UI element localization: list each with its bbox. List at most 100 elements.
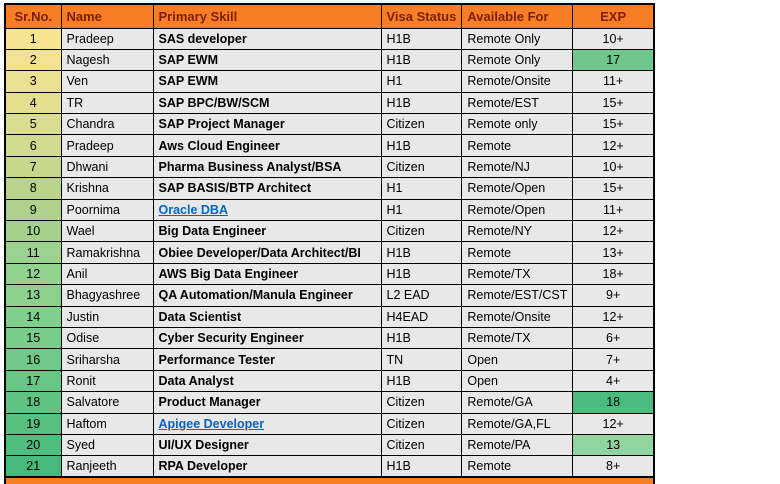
cell-avail[interactable]: Open bbox=[461, 369, 574, 393]
cell-avail[interactable]: Remote only bbox=[461, 113, 574, 136]
cell-name[interactable]: Bhagyashree bbox=[60, 284, 154, 307]
cell-visa[interactable]: H1B bbox=[380, 27, 463, 50]
cell-exp[interactable]: 13 bbox=[572, 433, 655, 457]
cell-skill[interactable]: Data Scientist bbox=[152, 305, 382, 328]
cell-avail[interactable]: Remote/GA,FL bbox=[461, 412, 574, 435]
cell-exp[interactable]: 18+ bbox=[572, 262, 655, 286]
cell-srno[interactable]: 20 bbox=[4, 433, 62, 457]
cell-exp[interactable]: 7+ bbox=[572, 348, 655, 371]
cell-skill[interactable]: UI/UX Designer bbox=[152, 433, 382, 457]
cell-name[interactable]: Haftom bbox=[60, 412, 154, 435]
cell-avail[interactable]: Remote bbox=[461, 134, 574, 157]
cell-exp[interactable]: 18 bbox=[572, 391, 655, 414]
cell-visa[interactable]: TN bbox=[380, 348, 463, 371]
cell-srno[interactable]: 19 bbox=[4, 412, 62, 435]
cell-avail[interactable]: Remote/EST/CST bbox=[461, 284, 574, 307]
cell-name[interactable]: Poornima bbox=[60, 198, 154, 222]
cell-exp[interactable]: 11+ bbox=[572, 70, 655, 93]
cell-name[interactable]: Sriharsha bbox=[60, 348, 154, 371]
cell-avail[interactable]: Remote bbox=[461, 241, 574, 264]
cell-name[interactable]: Anil bbox=[60, 262, 154, 286]
cell-skill[interactable]: SAP BPC/BW/SCM bbox=[152, 91, 382, 115]
cell-name[interactable]: Nagesh bbox=[60, 48, 154, 72]
cell-skill[interactable]: AWS Big Data Engineer bbox=[152, 262, 382, 286]
cell-exp[interactable]: 15+ bbox=[572, 91, 655, 115]
cell-visa[interactable]: H1B bbox=[380, 455, 463, 478]
cell-avail[interactable]: Remote/TX bbox=[461, 262, 574, 286]
cell-exp[interactable]: 12+ bbox=[572, 220, 655, 243]
cell-avail[interactable]: Remote/NJ bbox=[461, 155, 574, 179]
cell-exp[interactable]: 8+ bbox=[572, 455, 655, 478]
cell-name[interactable]: Syed bbox=[60, 433, 154, 457]
cell-avail[interactable]: Remote/NY bbox=[461, 220, 574, 243]
cell-srno[interactable]: 8 bbox=[4, 177, 62, 200]
cell-srno[interactable]: 7 bbox=[4, 155, 62, 179]
cell-exp[interactable]: 12+ bbox=[572, 305, 655, 328]
cell-visa[interactable]: Citizen bbox=[380, 155, 463, 179]
cell-visa[interactable]: H4EAD bbox=[380, 305, 463, 328]
cell-name[interactable]: Justin bbox=[60, 305, 154, 328]
cell-visa[interactable]: H1B bbox=[380, 134, 463, 157]
cell-name[interactable]: Krishna bbox=[60, 177, 154, 200]
column-header-avail[interactable]: Available For bbox=[461, 3, 574, 29]
cell-skill[interactable]: Data Analyst bbox=[152, 369, 382, 393]
cell-srno[interactable]: 14 bbox=[4, 305, 62, 328]
cell-srno[interactable]: 1 bbox=[4, 27, 62, 50]
cell-visa[interactable]: H1 bbox=[380, 177, 463, 200]
cell-visa[interactable]: H1B bbox=[380, 369, 463, 393]
cell-srno[interactable]: 4 bbox=[4, 91, 62, 115]
cell-name[interactable]: Odise bbox=[60, 326, 154, 350]
cell-skill[interactable]: SAP EWM bbox=[152, 48, 382, 72]
cell-visa[interactable]: H1B bbox=[380, 91, 463, 115]
cell-name[interactable]: Pradeep bbox=[60, 134, 154, 157]
cell-srno[interactable]: 21 bbox=[4, 455, 62, 478]
cell-name[interactable]: Ramakrishna bbox=[60, 241, 154, 264]
cell-name[interactable]: Ven bbox=[60, 70, 154, 93]
cell-exp[interactable]: 15+ bbox=[572, 177, 655, 200]
cell-avail[interactable]: Remote Only bbox=[461, 48, 574, 72]
cell-name[interactable]: Salvatore bbox=[60, 391, 154, 414]
cell-srno[interactable]: 3 bbox=[4, 70, 62, 93]
cell-srno[interactable]: 2 bbox=[4, 48, 62, 72]
column-header-visa[interactable]: Visa Status bbox=[380, 3, 463, 29]
cell-visa[interactable]: Citizen bbox=[380, 412, 463, 435]
cell-skill[interactable]: Performance Tester bbox=[152, 348, 382, 371]
cell-avail[interactable]: Remote/GA bbox=[461, 391, 574, 414]
cell-skill[interactable]: Product Manager bbox=[152, 391, 382, 414]
cell-name[interactable]: Pradeep bbox=[60, 27, 154, 50]
cell-srno[interactable]: 15 bbox=[4, 326, 62, 350]
cell-srno[interactable]: 5 bbox=[4, 113, 62, 136]
column-header-srno[interactable]: Sr.No. bbox=[4, 3, 62, 29]
cell-name[interactable]: Dhwani bbox=[60, 155, 154, 179]
cell-srno[interactable]: 9 bbox=[4, 198, 62, 222]
column-header-name[interactable]: Name bbox=[60, 3, 154, 29]
cell-skill[interactable]: QA Automation/Manula Engineer bbox=[152, 284, 382, 307]
cell-visa[interactable]: Citizen bbox=[380, 220, 463, 243]
cell-skill[interactable]: Aws Cloud Engineer bbox=[152, 134, 382, 157]
cell-visa[interactable]: H1B bbox=[380, 48, 463, 72]
cell-name[interactable]: TR bbox=[60, 91, 154, 115]
cell-srno[interactable]: 18 bbox=[4, 391, 62, 414]
cell-avail[interactable]: Remote/Open bbox=[461, 198, 574, 222]
skill-link[interactable]: Apigee Developer bbox=[158, 416, 265, 431]
cell-srno[interactable]: 17 bbox=[4, 369, 62, 393]
cell-visa[interactable]: H1 bbox=[380, 70, 463, 93]
cell-exp[interactable]: 6+ bbox=[572, 326, 655, 350]
cell-exp[interactable]: 12+ bbox=[572, 134, 655, 157]
cell-exp[interactable]: 17 bbox=[572, 48, 655, 72]
cell-visa[interactable]: H1B bbox=[380, 326, 463, 350]
cell-skill[interactable]: SAS developer bbox=[152, 27, 382, 50]
cell-srno[interactable]: 10 bbox=[4, 220, 62, 243]
cell-avail[interactable]: Remote/TX bbox=[461, 326, 574, 350]
cell-avail[interactable]: Remote/Onsite bbox=[461, 70, 574, 93]
cell-skill[interactable]: Big Data Engineer bbox=[152, 220, 382, 243]
cell-srno[interactable]: 16 bbox=[4, 348, 62, 371]
cell-visa[interactable]: H1 bbox=[380, 198, 463, 222]
cell-skill[interactable]: Obiee Developer/Data Architect/BI bbox=[152, 241, 382, 264]
cell-visa[interactable]: H1B bbox=[380, 262, 463, 286]
cell-exp[interactable]: 4+ bbox=[572, 369, 655, 393]
skill-link[interactable]: Oracle DBA bbox=[158, 202, 228, 217]
cell-skill[interactable]: Pharma Business Analyst/BSA bbox=[152, 155, 382, 179]
cell-exp[interactable]: 10+ bbox=[572, 155, 655, 179]
cell-srno[interactable]: 11 bbox=[4, 241, 62, 264]
